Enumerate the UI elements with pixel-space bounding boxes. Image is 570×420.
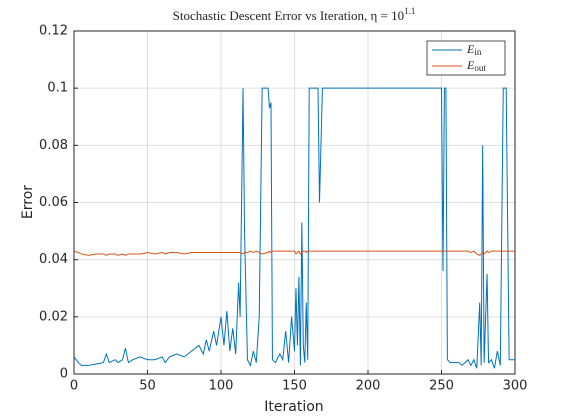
x-tick-label: 150 xyxy=(282,379,307,394)
x-axis-label: Iteration xyxy=(264,399,323,415)
legend-label: Eout xyxy=(466,58,486,73)
x-tick-label: 200 xyxy=(356,379,381,394)
legend-label: Ein xyxy=(466,42,482,57)
y-tick-label: 0.08 xyxy=(39,138,68,153)
y-tick-label: 0.04 xyxy=(39,252,68,267)
x-tick-label: 250 xyxy=(429,379,454,394)
y-tick-label: 0 xyxy=(60,367,68,382)
y-tick-label: 0.02 xyxy=(39,309,68,324)
y-axis-label: Error xyxy=(20,185,36,219)
legend-box xyxy=(426,40,506,76)
series-line xyxy=(73,87,515,369)
y-tick-label: 0.06 xyxy=(39,195,68,210)
plot-frame xyxy=(73,30,516,375)
chart-title: Stochastic Descent Error vs Iteration, η… xyxy=(173,6,416,23)
x-tick-label: 300 xyxy=(503,379,528,394)
x-tick-label: 100 xyxy=(209,379,234,394)
y-tick-label: 0.1 xyxy=(47,81,68,96)
y-tick-label: 0.12 xyxy=(39,24,68,39)
series-line xyxy=(73,250,515,256)
x-tick-label: 50 xyxy=(139,379,156,394)
x-tick-label: 0 xyxy=(70,379,78,394)
